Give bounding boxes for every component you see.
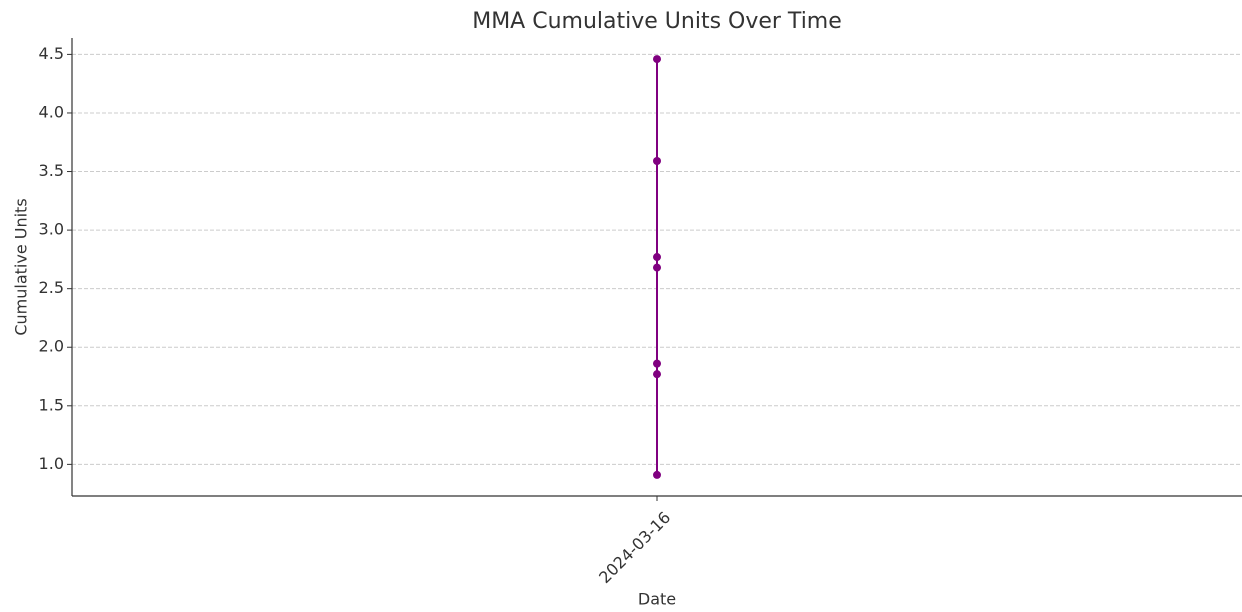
x-axis-label: Date [638, 590, 676, 609]
y-tick-label: 2.0 [39, 337, 64, 356]
y-tick-label: 4.0 [39, 102, 64, 121]
point [653, 253, 661, 262]
x-tick-label: 2024-03-16 [595, 508, 674, 587]
y-axis-label: Cumulative Units [12, 198, 31, 335]
y-tick-label: 2.5 [39, 278, 64, 297]
chart-title: MMA Cumulative Units Over Time [472, 9, 842, 34]
y-tick-label: 1.5 [39, 395, 64, 414]
point [653, 55, 661, 64]
y-tick-label: 1.0 [39, 454, 64, 473]
y-tick-label: 3.0 [39, 220, 64, 239]
point [653, 359, 661, 368]
y-tick-label: 4.5 [39, 44, 64, 63]
y-tick-label: 3.5 [39, 161, 64, 180]
point [653, 156, 661, 165]
point [653, 370, 661, 379]
point [653, 263, 661, 272]
point [653, 470, 661, 479]
